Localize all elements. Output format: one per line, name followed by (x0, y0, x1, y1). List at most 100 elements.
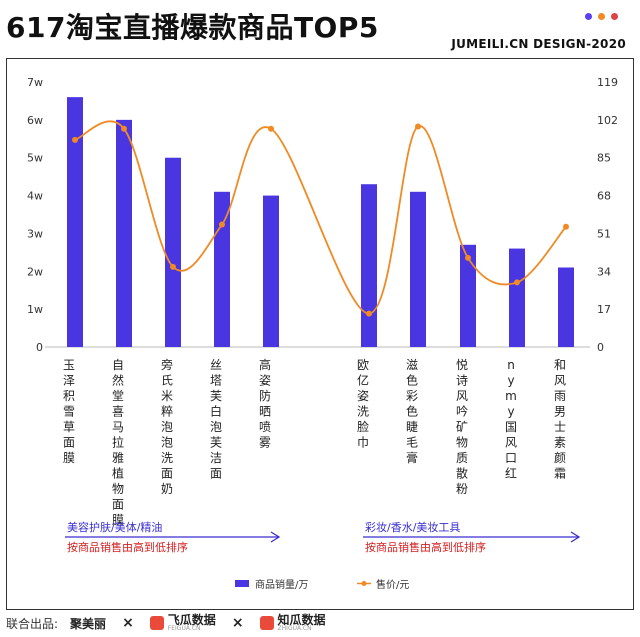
category-label-char: 雅 (112, 450, 124, 465)
price-point (465, 254, 471, 261)
category-label-char: 物 (112, 482, 124, 496)
category-label-char: 塔 (210, 374, 222, 388)
group-arrow-head (270, 531, 281, 543)
category-label-char: 玉 (63, 358, 75, 372)
category-label-char: 色 (406, 405, 418, 419)
category-label-char: 洗 (161, 451, 173, 465)
category-label-char: 欧 (357, 358, 369, 372)
category-label-char: 面 (161, 467, 173, 481)
category-label-char: 风 (505, 436, 517, 450)
zhigua-name: 知瓜数据 (277, 613, 326, 627)
category-label-char: 积 (63, 389, 75, 403)
price-point (121, 125, 127, 132)
feigua-name: 飞瓜数据 (167, 613, 216, 627)
left-tick-label: 2w (27, 265, 43, 278)
brand-jumeili: 聚美丽 (70, 616, 107, 631)
bar (165, 157, 181, 347)
decor-dots (585, 13, 618, 20)
price-point (170, 263, 176, 270)
category-label: 旁氏米粹泡泡洗面奶 (161, 357, 173, 496)
chart-panel: 0 1w 2w 3w 4w 5w 6w 7w 0 17 34 51 68 85 102 119 玉泽积雪草面膜自… (6, 58, 634, 610)
left-tick-label: 6w (27, 114, 43, 127)
category-label-char: 洁 (210, 451, 222, 465)
legend-line-dot (361, 581, 367, 586)
category-label-char: 色 (406, 374, 418, 388)
category-label-char: 防 (259, 388, 271, 403)
category-label-char: y (507, 405, 514, 419)
category-label-char: 芙 (210, 389, 222, 403)
category-label-char: 散 (456, 466, 468, 481)
category-label-char: 素 (554, 436, 566, 450)
bar (116, 119, 132, 347)
left-tick-label: 1w (27, 303, 43, 316)
left-tick-label: 4w (27, 190, 43, 203)
page-title: 617淘宝直播爆款商品TOP5 (6, 11, 379, 44)
category-label-char: 矿 (456, 420, 468, 434)
bar (263, 195, 279, 347)
separator-1: × (122, 615, 134, 631)
category-label-char: y (507, 374, 514, 388)
bar (361, 184, 377, 347)
group-sublabel: 按商品销售由高到低排序 (67, 540, 188, 554)
bar (460, 244, 476, 347)
category-label-char: 风 (456, 389, 468, 403)
right-tick-label: 34 (597, 265, 611, 278)
category-label-char: 面 (210, 467, 222, 481)
brand-zhigua: 知瓜数据 ZHIGUA.CN (259, 613, 326, 632)
category-label-char: 泽 (63, 374, 75, 388)
category-label: 滋色彩色睫毛膏 (406, 358, 418, 465)
footer-prefix: 联合出品: (6, 616, 59, 631)
right-tick-label: 51 (597, 227, 611, 240)
zhigua-sub: ZHIGUA.CN (277, 625, 312, 632)
category-label-char: 芙 (210, 436, 222, 450)
category-label-char: n (507, 358, 515, 372)
design-credit: JUMEILI.CN DESIGN-2020 (451, 37, 626, 51)
category-label-char: 吟 (456, 404, 468, 419)
dot-purple (585, 13, 592, 20)
price-point (72, 136, 78, 143)
category-label-char: 泡 (210, 420, 222, 434)
footer: 联合出品: 聚美丽 × 飞瓜数据 FEIGUA.CN × 知瓜数据 ZHIGUA.C… (6, 612, 632, 634)
category-label-char: 彩 (406, 389, 418, 403)
category-label-char: 泡 (161, 420, 173, 434)
category-label-char: 旁 (161, 357, 173, 372)
category-label-char: 植 (112, 466, 124, 481)
category-label-char: 雨 (554, 389, 566, 403)
category-label-char: 然 (112, 373, 124, 388)
price-point (366, 310, 372, 317)
category-label-char: 泡 (161, 436, 173, 450)
category-label-char: 风 (554, 374, 566, 388)
category-label: 玉泽积雪草面膜 (63, 358, 75, 465)
category-label-char: 奶 (161, 482, 173, 496)
right-tick-label: 102 (597, 114, 618, 127)
category-label-char: 雾 (259, 436, 271, 450)
price-point (219, 221, 225, 228)
bar (67, 97, 83, 347)
price-point (514, 279, 520, 286)
category-label-char: 高 (259, 357, 271, 372)
left-tick-label: 3w (27, 227, 43, 240)
category-label: 自然堂喜马拉雅植物面膜 (112, 358, 124, 527)
zhigua-logo-icon (259, 616, 274, 630)
category-label-char: 滋 (406, 358, 418, 372)
dot-red (611, 13, 618, 20)
category-label-char: 诗 (456, 374, 468, 388)
price-point (415, 123, 421, 130)
brand-feigua: 飞瓜数据 FEIGUA.CN (149, 613, 216, 632)
category-label-char: 毛 (406, 436, 418, 450)
category-label-char: 颜 (554, 450, 566, 465)
price-point (268, 125, 274, 132)
category-label-char: 喜 (112, 405, 124, 419)
category-label-char: 马 (112, 420, 124, 434)
category-label-char: 物 (456, 436, 468, 450)
group-sublabel: 按商品销售由高到低排序 (365, 540, 486, 554)
bar (410, 191, 426, 347)
category-label-char: 喷 (259, 420, 271, 434)
category-label-char: 姿 (259, 374, 271, 388)
price-point (563, 223, 569, 230)
group-arrow-head (570, 531, 581, 543)
category-label-char: 国 (505, 420, 517, 434)
category-label-char: 面 (112, 498, 124, 512)
dot-orange (598, 13, 605, 20)
